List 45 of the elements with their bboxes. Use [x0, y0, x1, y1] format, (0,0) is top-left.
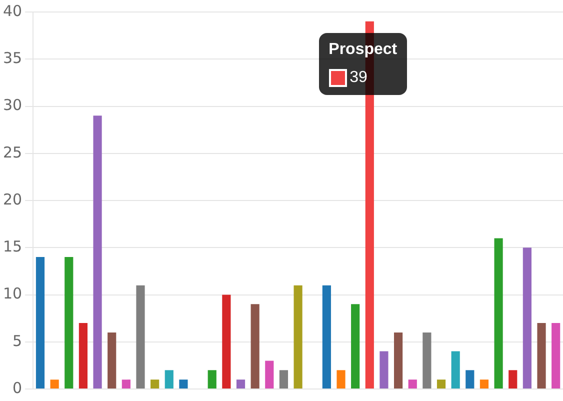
y-tick-label: 40 — [2, 2, 22, 20]
bar — [164, 370, 174, 388]
bar — [108, 332, 116, 388]
bar — [236, 380, 246, 388]
y-tick-label: 5 — [12, 332, 22, 350]
bar — [494, 238, 503, 388]
annotation: Prospect — [328, 41, 398, 60]
bar — [522, 248, 532, 388]
bar — [222, 294, 231, 388]
bar — [78, 323, 88, 388]
y-tick-label: 20 — [2, 190, 22, 208]
bar — [394, 332, 403, 388]
bar — [351, 304, 360, 388]
bar — [436, 380, 446, 388]
bar — [451, 351, 460, 388]
bar — [150, 380, 160, 388]
bar — [537, 323, 546, 388]
y-tick-label: 30 — [2, 96, 22, 114]
bar — [279, 370, 288, 388]
y-tick-label: 10 — [2, 284, 22, 303]
bar — [294, 285, 302, 388]
bar — [50, 380, 59, 388]
y-tick-label: 25 — [2, 143, 22, 162]
bar — [179, 380, 188, 388]
bar — [265, 360, 274, 388]
bar — [408, 380, 417, 388]
bar — [552, 323, 560, 388]
bar — [422, 332, 432, 388]
bar — [508, 370, 518, 388]
bar — [64, 257, 74, 388]
bar — [250, 304, 260, 388]
y-tick-label: 15 — [2, 238, 22, 256]
y-tick-label: 0 — [12, 378, 22, 397]
bar — [322, 285, 331, 388]
bar — [380, 351, 388, 388]
data-label: 39 — [350, 69, 368, 88]
bar — [122, 380, 130, 388]
y-tick-label: 35 — [2, 49, 22, 68]
bar — [93, 116, 102, 388]
bar — [36, 257, 45, 388]
bar — [336, 370, 346, 388]
bar — [208, 370, 216, 388]
bar — [480, 380, 489, 388]
bar — [136, 285, 145, 388]
bar — [466, 370, 474, 388]
